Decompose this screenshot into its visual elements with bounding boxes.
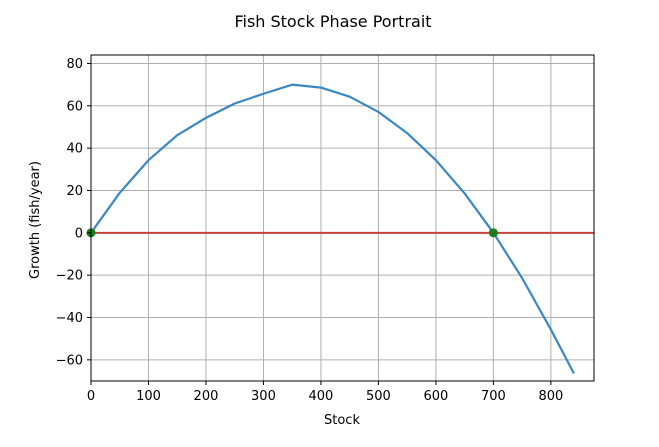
x-tick-label: 300 bbox=[251, 389, 276, 404]
y-tick-label: 80 bbox=[66, 57, 83, 72]
y-axis: −60 −40 −20 0 20 40 60 80 bbox=[56, 57, 91, 368]
chart-title: Fish Stock Phase Portrait bbox=[234, 12, 431, 31]
equilibrium-point bbox=[488, 228, 498, 238]
plot-frame bbox=[90, 54, 595, 382]
x-tick-label: 500 bbox=[366, 389, 391, 404]
x-tick-label: 600 bbox=[424, 389, 449, 404]
y-tick-label: −40 bbox=[56, 311, 83, 326]
y-tick-label: 20 bbox=[66, 184, 83, 199]
x-tick-label: 0 bbox=[87, 389, 95, 404]
y-tick-label: 40 bbox=[66, 142, 83, 157]
x-axis: 0 100 200 300 400 500 600 700 800 bbox=[87, 381, 563, 404]
y-axis-label: Growth (fish/year) bbox=[28, 161, 43, 279]
data-lines bbox=[90, 83, 594, 374]
plot-background bbox=[91, 55, 594, 381]
y-tick-label: −20 bbox=[56, 269, 83, 284]
x-tick-label: 200 bbox=[194, 389, 219, 404]
x-axis-label: Stock bbox=[324, 413, 360, 428]
x-tick-label: 800 bbox=[538, 389, 563, 404]
y-tick-label: 0 bbox=[75, 226, 83, 241]
x-tick-label: 700 bbox=[481, 389, 506, 404]
growth-curve bbox=[90, 83, 575, 374]
y-tick-label: 60 bbox=[66, 99, 83, 114]
x-tick-label: 100 bbox=[136, 389, 161, 404]
x-tick-label: 400 bbox=[309, 389, 334, 404]
y-tick-label: −60 bbox=[56, 353, 83, 368]
